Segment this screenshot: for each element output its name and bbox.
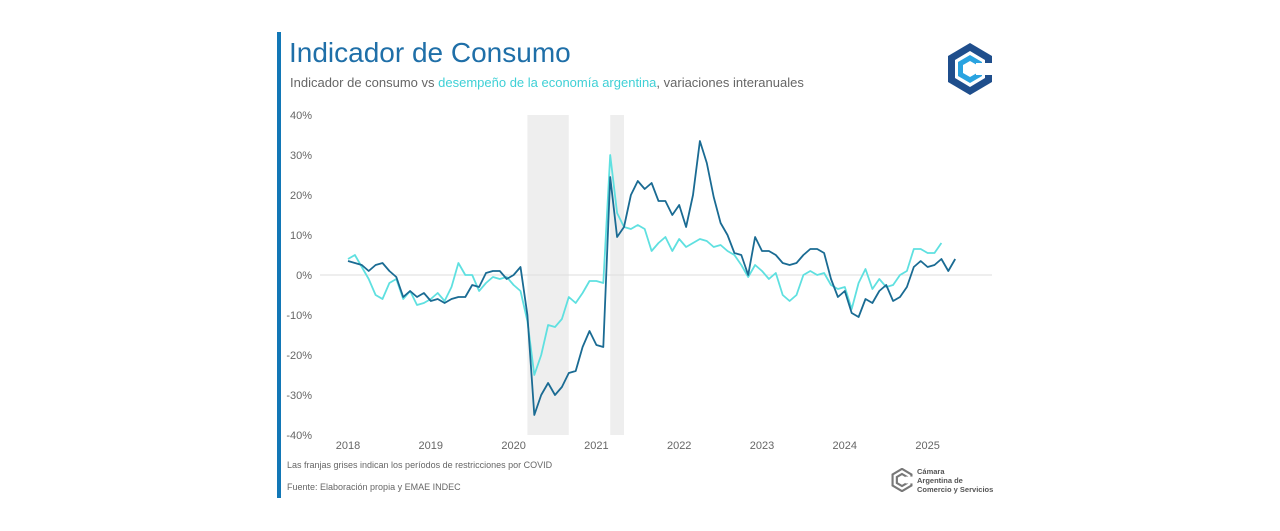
y-tick-label: -20%	[286, 350, 312, 362]
y-tick-label: -30%	[286, 390, 312, 402]
y-tick-label: 30%	[290, 150, 312, 162]
x-tick-label: 2025	[915, 440, 939, 452]
series-line-emae	[347, 154, 943, 376]
org-name: Cámara Argentina de Comercio y Servicios	[917, 467, 993, 494]
org-line-1: Cámara	[917, 467, 945, 476]
source-note: Fuente: Elaboración propia y EMAE INDEC	[287, 482, 461, 492]
x-tick-label: 2022	[667, 440, 691, 452]
cac-logo-icon	[948, 43, 994, 95]
x-tick-label: 2019	[419, 440, 443, 452]
series-line-consumo	[347, 140, 956, 416]
y-tick-label: 20%	[290, 190, 312, 202]
subtitle-part-1: Indicador de consumo vs	[290, 75, 439, 90]
series-lines	[347, 140, 956, 416]
org-line-2: Argentina de	[917, 476, 963, 485]
covid-note: Las franjas grises indican los períodos …	[287, 460, 553, 470]
footer-logo-icon	[891, 468, 913, 492]
x-tick-label: 2024	[833, 440, 857, 452]
y-tick-label: 40%	[290, 110, 312, 122]
logo-c-opening	[976, 63, 994, 75]
subtitle-part-2: , variaciones interanuales	[656, 75, 804, 90]
page-title: Indicador de Consumo	[289, 37, 571, 68]
logo-hexagon-core	[963, 61, 977, 77]
y-tick-label: 0%	[296, 270, 312, 282]
page-subtitle: Indicador de consumo vs desempeño de la …	[290, 75, 804, 90]
subtitle-highlight: desempeño de la economía argentina	[438, 75, 657, 90]
x-axis: 2018 2019 2020 2021 2022 2023 2024 2025	[336, 440, 940, 452]
y-tick-label: 10%	[290, 230, 312, 242]
org-line-3: Comercio y Servicios	[917, 485, 994, 494]
y-tick-label: -10%	[286, 310, 312, 322]
x-tick-label: 2018	[336, 440, 360, 452]
x-tick-label: 2023	[750, 440, 774, 452]
y-tick-label: -40%	[286, 430, 312, 442]
y-axis: 40% 30% 20% 10% 0% -10% -20% -30% -40%	[286, 110, 312, 442]
x-tick-label: 2020	[501, 440, 525, 452]
accent-bar	[277, 32, 281, 498]
x-tick-label: 2021	[584, 440, 608, 452]
